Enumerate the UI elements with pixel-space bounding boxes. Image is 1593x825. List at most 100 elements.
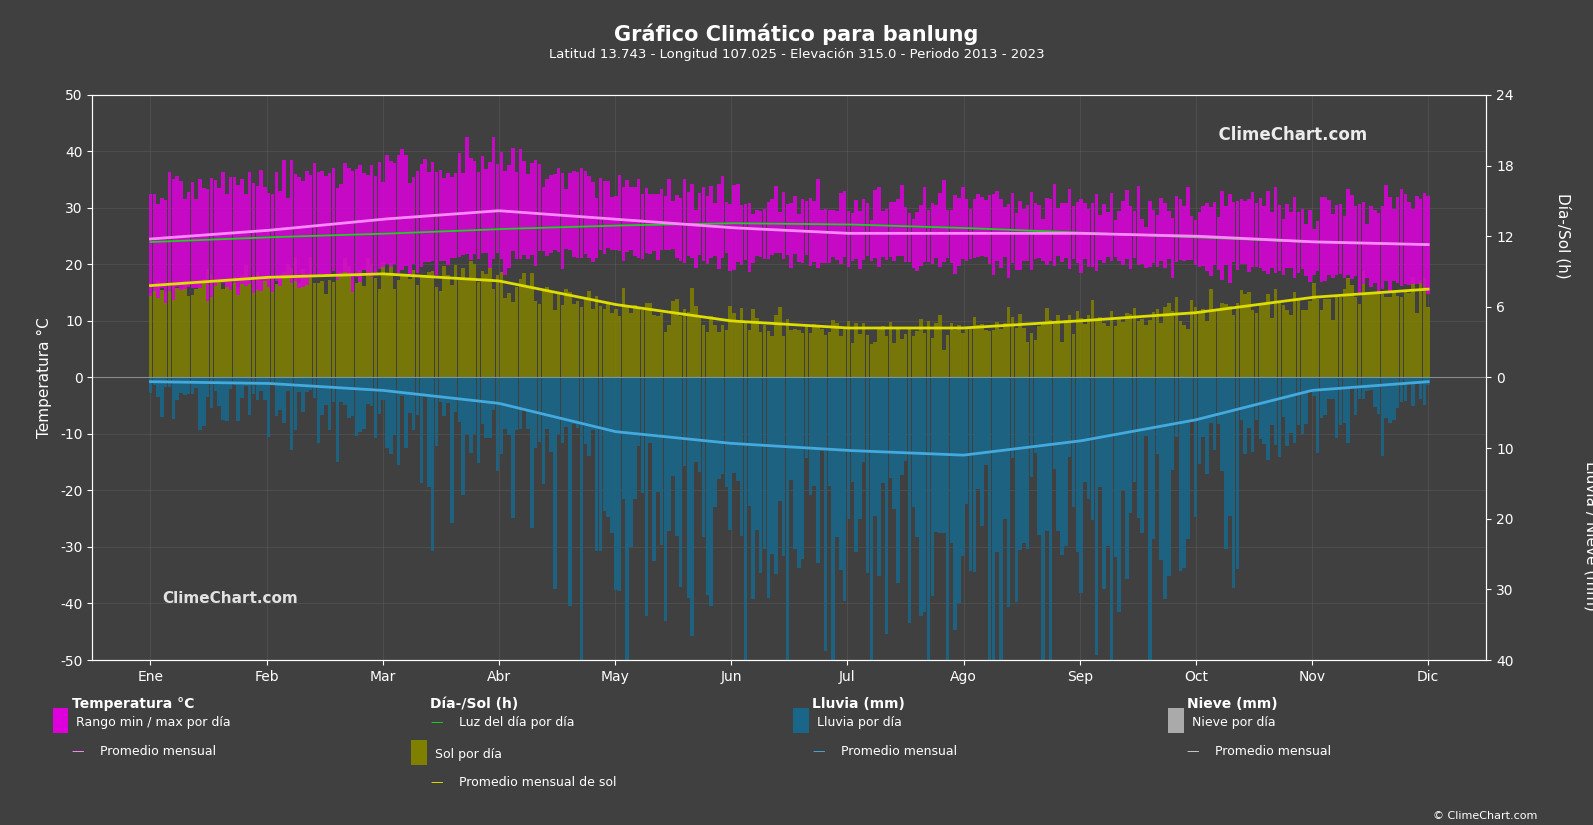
Bar: [988, 195, 991, 264]
Bar: [393, 289, 397, 378]
Bar: [1010, 378, 1015, 459]
Bar: [301, 181, 304, 286]
Bar: [236, 286, 241, 378]
Bar: [263, 186, 266, 280]
Bar: [328, 280, 331, 378]
Bar: [1370, 293, 1373, 378]
Bar: [339, 378, 342, 402]
Bar: [1152, 313, 1155, 378]
Bar: [342, 378, 347, 405]
Bar: [1286, 204, 1289, 268]
Bar: [400, 275, 405, 378]
Bar: [255, 272, 260, 378]
Bar: [881, 378, 884, 483]
Bar: [991, 194, 996, 275]
Bar: [1247, 291, 1251, 378]
Bar: [413, 378, 416, 430]
Bar: [835, 211, 840, 260]
Bar: [1129, 314, 1133, 378]
Bar: [1346, 189, 1349, 275]
Bar: [1171, 378, 1174, 470]
Bar: [523, 273, 526, 378]
Bar: [1297, 211, 1300, 273]
Bar: [1327, 200, 1330, 275]
Bar: [1037, 327, 1040, 378]
Bar: [977, 378, 980, 489]
Bar: [526, 286, 530, 378]
Bar: [503, 378, 507, 429]
Bar: [476, 378, 479, 463]
Bar: [374, 176, 378, 276]
Text: Promedio mensual: Promedio mensual: [100, 745, 217, 757]
Bar: [435, 172, 438, 276]
Bar: [526, 174, 530, 258]
Bar: [484, 275, 487, 378]
Bar: [306, 275, 309, 378]
Bar: [1376, 291, 1381, 378]
Bar: [785, 205, 789, 256]
Bar: [801, 333, 804, 378]
Bar: [393, 163, 397, 264]
Bar: [652, 314, 656, 378]
Bar: [1262, 206, 1266, 271]
Bar: [1155, 215, 1160, 267]
Text: Lluvia (mm): Lluvia (mm): [812, 697, 905, 711]
Bar: [202, 188, 205, 283]
Bar: [317, 378, 320, 443]
Bar: [451, 378, 454, 522]
Bar: [1258, 378, 1262, 439]
Bar: [1370, 206, 1373, 287]
Bar: [1426, 308, 1431, 378]
Bar: [244, 194, 247, 285]
Bar: [495, 378, 499, 471]
Bar: [1381, 294, 1384, 378]
Bar: [820, 210, 824, 263]
Bar: [664, 332, 667, 378]
Bar: [186, 295, 191, 378]
Bar: [591, 378, 594, 430]
Bar: [1125, 314, 1128, 378]
Bar: [777, 212, 782, 253]
Bar: [1419, 199, 1423, 283]
Bar: [594, 296, 599, 378]
Bar: [927, 321, 930, 378]
Bar: [919, 205, 922, 266]
Bar: [637, 378, 640, 446]
Bar: [1179, 199, 1182, 260]
Bar: [481, 271, 484, 378]
Bar: [804, 378, 808, 459]
Bar: [424, 276, 427, 378]
Bar: [530, 273, 534, 378]
Bar: [599, 178, 602, 250]
Bar: [763, 209, 766, 259]
Bar: [424, 378, 427, 397]
Bar: [728, 204, 731, 271]
Bar: [1099, 318, 1102, 378]
Bar: [664, 196, 667, 250]
Bar: [1370, 378, 1373, 389]
Bar: [1365, 224, 1368, 278]
Bar: [747, 378, 750, 506]
Bar: [878, 328, 881, 378]
Bar: [626, 378, 629, 660]
Bar: [507, 165, 511, 268]
Bar: [183, 199, 186, 289]
Bar: [1225, 378, 1228, 549]
Bar: [610, 197, 613, 250]
Bar: [703, 187, 706, 261]
Bar: [1141, 378, 1144, 534]
Bar: [632, 187, 637, 256]
Bar: [320, 378, 323, 415]
Bar: [229, 282, 233, 378]
Bar: [328, 172, 331, 276]
Bar: [271, 378, 274, 384]
Bar: [1160, 198, 1163, 261]
Bar: [210, 178, 213, 297]
Bar: [558, 168, 561, 252]
Bar: [320, 172, 323, 274]
Bar: [1174, 196, 1179, 262]
Bar: [809, 333, 812, 378]
Bar: [545, 179, 550, 257]
Bar: [1231, 314, 1236, 378]
Bar: [736, 378, 739, 481]
